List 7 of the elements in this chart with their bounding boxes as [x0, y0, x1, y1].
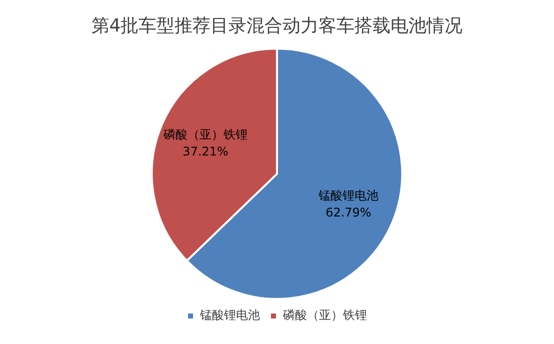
- legend-label: 磷酸（亚）铁锂: [282, 308, 367, 322]
- data-label: 37.21%: [182, 144, 228, 159]
- chart-title: 第4批车型推荐目录混合动力客车搭载电池情况: [91, 15, 463, 36]
- data-label: 62.79%: [326, 205, 372, 220]
- slice-label: 锰酸锂电池: [317, 188, 378, 202]
- legend-label: 锰酸锂电池: [199, 308, 260, 322]
- slice-label: 磷酸（亚）铁锂: [162, 128, 248, 142]
